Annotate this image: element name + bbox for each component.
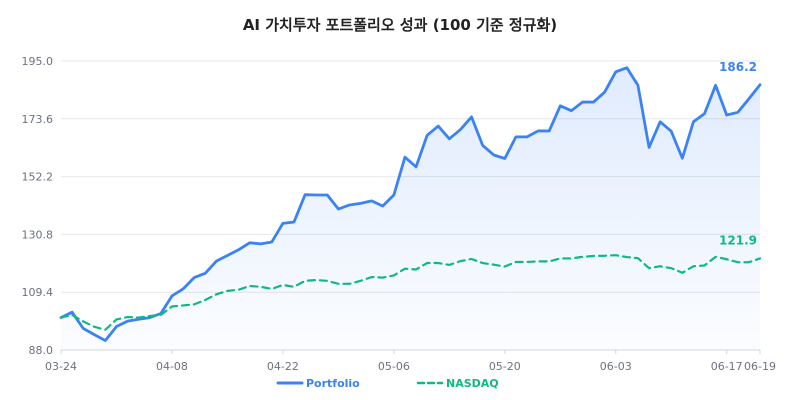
legend-label-nasdaq: NASDAQ bbox=[446, 377, 499, 390]
series-area-portfolio bbox=[61, 67, 760, 350]
y-tick-label: 88.0 bbox=[29, 344, 54, 357]
x-tick-label: 06-19 bbox=[744, 360, 776, 373]
chart-title: AI 가치투자 포트폴리오 성과 (100 기준 정규화) bbox=[242, 16, 558, 34]
x-tick-label: 06-03 bbox=[600, 360, 632, 373]
legend-label-portfolio: Portfolio bbox=[306, 377, 360, 390]
area-layer bbox=[61, 67, 760, 350]
axis-layer: 88.0 109.4 130.8 152.2 173.6 195.0 03-24 04-08 0… bbox=[22, 55, 776, 373]
x-tick-label: 06-17 bbox=[711, 360, 743, 373]
end-value-label-nasdaq: 121.9 bbox=[719, 233, 757, 247]
series-line-nasdaq bbox=[59, 254, 762, 331]
series-line-portfolio bbox=[59, 66, 762, 342]
x-tick-label: 04-22 bbox=[267, 360, 299, 373]
end-value-label-portfolio: 186.2 bbox=[719, 60, 757, 74]
legend: Portfolio NASDAQ bbox=[276, 377, 499, 390]
x-tick-label: 05-06 bbox=[378, 360, 410, 373]
label-layer: 186.2 121.9 bbox=[719, 60, 757, 248]
x-tick-label: 04-08 bbox=[156, 360, 188, 373]
x-tick-label: 03-24 bbox=[45, 360, 77, 373]
y-tick-label: 152.2 bbox=[22, 171, 54, 184]
x-tick-label: 05-20 bbox=[489, 360, 521, 373]
y-tick-label: 195.0 bbox=[22, 55, 54, 68]
y-tick-label: 173.6 bbox=[22, 113, 54, 126]
y-tick-label: 109.4 bbox=[22, 286, 54, 299]
y-tick-label: 130.8 bbox=[22, 228, 54, 241]
line-layer bbox=[59, 66, 762, 342]
